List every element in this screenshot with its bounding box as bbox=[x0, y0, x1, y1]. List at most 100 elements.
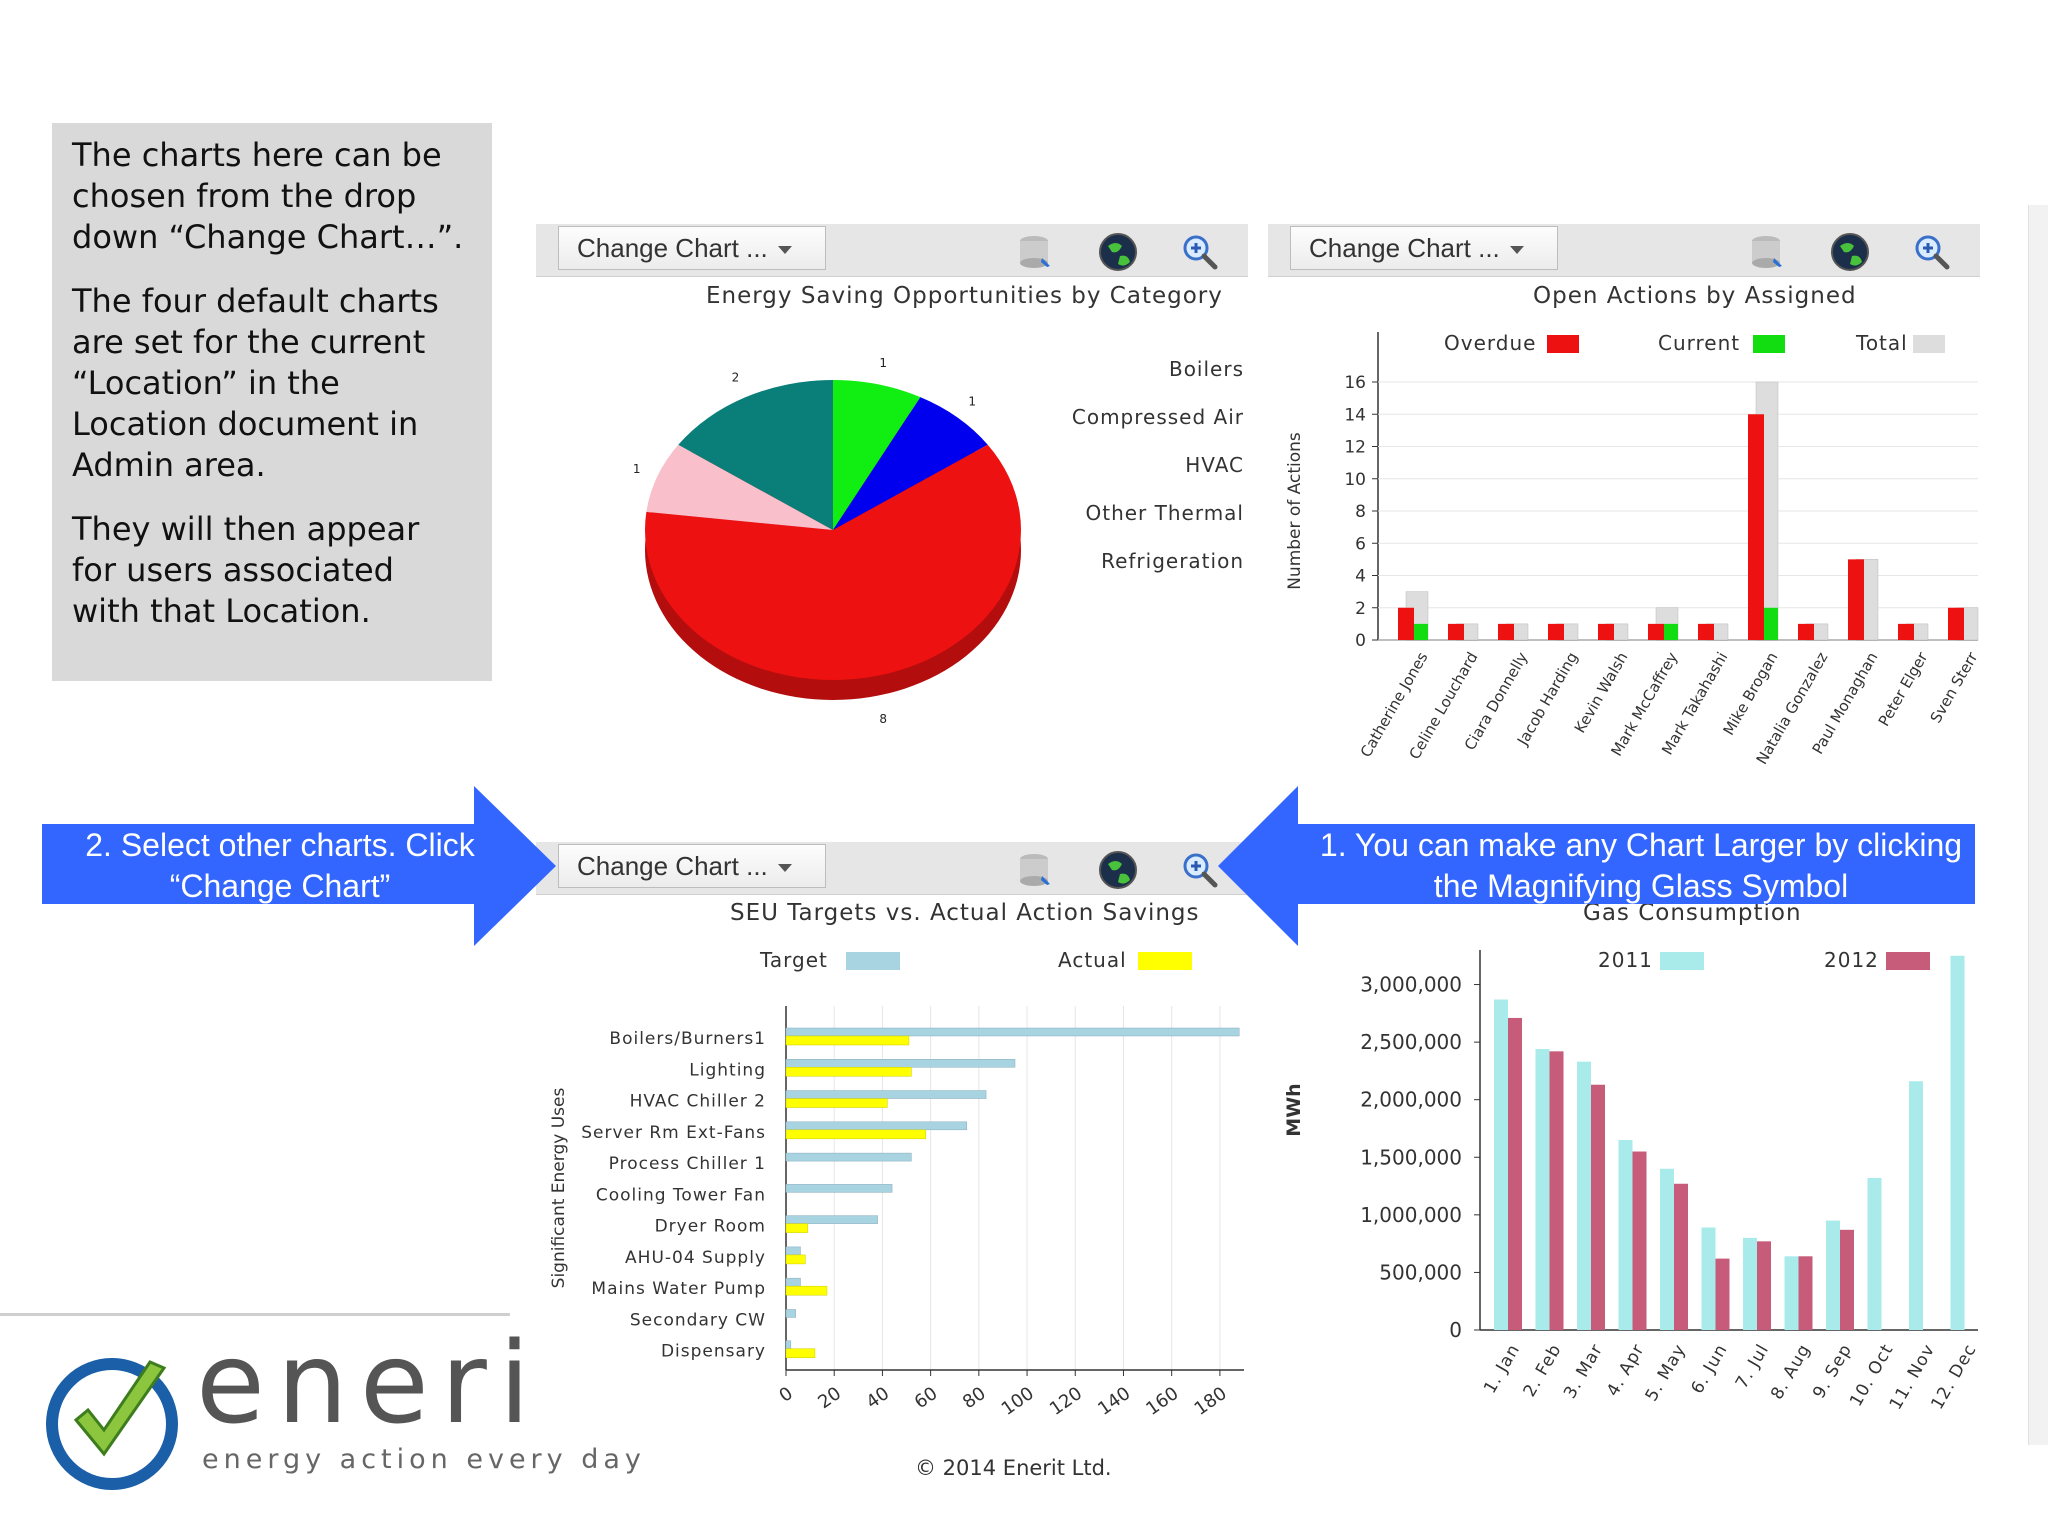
change-chart-button[interactable]: Change Chart ... bbox=[1290, 226, 1558, 270]
bar-overdue bbox=[1848, 559, 1864, 640]
legend-swatch bbox=[1138, 952, 1192, 970]
bar-2012 bbox=[1591, 1084, 1605, 1330]
pie-slice-label: 1 bbox=[879, 356, 887, 370]
y-tick-label: 8 bbox=[1355, 502, 1366, 522]
callout-magnify: 1. You can make any Chart Larger by clic… bbox=[1319, 827, 1963, 904]
bar-2011 bbox=[1535, 1049, 1550, 1330]
bar-2011 bbox=[1867, 1178, 1882, 1330]
pie-legend-label: HVAC bbox=[1185, 453, 1244, 477]
y-tick-label: Boilers/Burners1 bbox=[609, 1029, 766, 1049]
y-tick-label: Dryer Room bbox=[655, 1217, 766, 1237]
y-tick-label: 0 bbox=[1449, 1318, 1462, 1342]
bar-overdue bbox=[1898, 623, 1914, 640]
chart-panel-top-right: Change Chart ... bbox=[1268, 224, 1980, 804]
bar-2012 bbox=[1798, 1256, 1813, 1330]
magnifier-icon[interactable] bbox=[1180, 850, 1220, 890]
bar-2011 bbox=[1577, 1061, 1591, 1330]
database-export-icon[interactable] bbox=[1016, 850, 1056, 890]
y-tick-label: 1,000,000 bbox=[1360, 1203, 1462, 1227]
database-export-icon[interactable] bbox=[1748, 232, 1788, 272]
globe-icon[interactable] bbox=[1830, 232, 1870, 272]
y-tick-label: HVAC Chiller 2 bbox=[630, 1092, 766, 1112]
bar-actual bbox=[785, 1285, 828, 1296]
legend-swatch bbox=[1660, 952, 1704, 970]
change-chart-label: Change Chart ... bbox=[577, 851, 768, 881]
y-tick-label: 0 bbox=[1355, 631, 1366, 651]
bar-overdue bbox=[1798, 623, 1814, 640]
pie-legend-label: Refrigeration bbox=[1101, 549, 1244, 573]
pie-slice-label: 1 bbox=[633, 462, 641, 476]
y-tick-label: 2,500,000 bbox=[1360, 1030, 1462, 1054]
bar-actual bbox=[785, 1254, 806, 1265]
enerit-logo-check-icon bbox=[46, 1358, 178, 1490]
pie-slice-label: 1 bbox=[968, 394, 976, 408]
bar-target bbox=[785, 1215, 878, 1224]
bar-target bbox=[785, 1027, 1240, 1037]
legend-label: Target bbox=[759, 948, 828, 972]
legend-label: Overdue bbox=[1444, 331, 1536, 355]
legend-swatch bbox=[846, 952, 900, 970]
right-scroll-strip bbox=[2028, 205, 2048, 1445]
bar-actual bbox=[785, 1035, 910, 1046]
y-tick-label: 10 bbox=[1344, 470, 1366, 490]
magnifier-icon[interactable] bbox=[1912, 232, 1952, 272]
bar-overdue bbox=[1598, 623, 1614, 640]
logo-wordmark: eneri bbox=[196, 1319, 542, 1449]
y-tick-label: 6 bbox=[1355, 534, 1366, 554]
bar-2011 bbox=[1826, 1220, 1840, 1330]
y-tick-label: Lighting bbox=[689, 1060, 766, 1080]
legend-swatch bbox=[1547, 335, 1579, 353]
chevron-down-icon bbox=[777, 246, 792, 255]
change-chart-button[interactable]: Change Chart ... bbox=[558, 844, 826, 888]
y-tick-label: Cooling Tower Fan bbox=[596, 1185, 766, 1205]
globe-icon[interactable] bbox=[1098, 232, 1138, 272]
y-tick-label: Dispensary bbox=[661, 1342, 766, 1362]
y-tick-label: 1,500,000 bbox=[1360, 1145, 1462, 1169]
y-axis-label: MWh bbox=[1283, 1083, 1305, 1136]
legend-label: Total bbox=[1855, 331, 1908, 355]
legend-swatch bbox=[1753, 335, 1785, 353]
bar-target bbox=[785, 1184, 893, 1193]
bar-2011 bbox=[1618, 1140, 1633, 1330]
y-tick-label: Process Chiller 1 bbox=[609, 1154, 766, 1174]
y-tick-label: 12 bbox=[1344, 438, 1366, 458]
y-axis-label: Number of Actions bbox=[1285, 432, 1305, 590]
magnifier-icon[interactable] bbox=[1180, 232, 1220, 272]
bar-current bbox=[1414, 623, 1428, 640]
y-tick-label: AHU-04 Supply bbox=[625, 1248, 766, 1268]
y-tick-label: 500,000 bbox=[1379, 1260, 1462, 1284]
change-chart-button[interactable]: Change Chart ... bbox=[558, 226, 826, 270]
bar-2011 bbox=[1660, 1168, 1674, 1330]
chart-toolbar: Change Chart ... bbox=[536, 842, 1248, 895]
instructions-paragraph-2: The four default charts are set for the … bbox=[72, 282, 439, 484]
legend-label: 2012 bbox=[1824, 948, 1879, 972]
callout-select-charts: 2. Select other charts. Click “Change Ch… bbox=[85, 827, 475, 904]
bar-actual bbox=[785, 1348, 816, 1358]
y-tick-label: 4 bbox=[1355, 567, 1366, 587]
y-tick-label: Secondary CW bbox=[630, 1310, 766, 1330]
pie-chart-title: Energy Saving Opportunities by Category bbox=[706, 283, 1223, 309]
y-tick-label: 2,000,000 bbox=[1360, 1088, 1462, 1112]
chart-toolbar: Change Chart ... bbox=[1268, 224, 1980, 277]
bar-current bbox=[1664, 623, 1678, 640]
pie-slice bbox=[678, 380, 833, 530]
pie-slice bbox=[646, 444, 833, 530]
bar-2012 bbox=[1508, 1017, 1522, 1330]
actions-chart-title: Open Actions by Assigned bbox=[1533, 283, 1857, 309]
y-tick-label: Mains Water Pump bbox=[591, 1279, 766, 1299]
change-chart-label: Change Chart ... bbox=[577, 233, 768, 263]
pie-slice-label: 2 bbox=[732, 371, 740, 385]
bar-2011 bbox=[1950, 955, 1965, 1330]
footer-divider bbox=[0, 1313, 510, 1316]
right-arrow-shape bbox=[42, 786, 556, 946]
database-export-icon[interactable] bbox=[1016, 232, 1056, 272]
y-tick-label: Server Rm Ext-Fans bbox=[581, 1123, 766, 1143]
globe-icon[interactable] bbox=[1098, 850, 1138, 890]
left-arrow-shape bbox=[1218, 786, 1975, 946]
bar-2011 bbox=[1743, 1237, 1757, 1330]
bar-target bbox=[785, 1309, 796, 1318]
bar-actual bbox=[785, 1098, 888, 1108]
bar-overdue bbox=[1398, 607, 1414, 640]
